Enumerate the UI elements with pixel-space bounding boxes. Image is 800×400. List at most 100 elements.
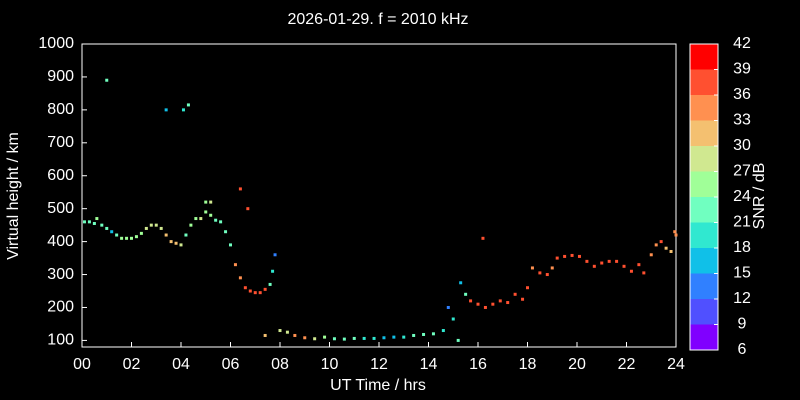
data-point: [246, 207, 250, 211]
data-point: [214, 218, 218, 222]
data-point: [209, 200, 213, 204]
data-point: [664, 246, 668, 250]
data-point: [253, 291, 257, 295]
data-point: [570, 253, 574, 257]
colorbar-segment: [690, 299, 718, 325]
data-point: [323, 335, 327, 339]
data-point: [585, 259, 589, 263]
y-tick-label: 800: [47, 101, 74, 118]
colorbar-tick-label: 27: [733, 163, 751, 180]
colorbar-tick-label: 15: [733, 265, 751, 282]
x-tick-label: 04: [172, 356, 190, 373]
data-point: [412, 333, 416, 337]
data-point: [526, 286, 529, 290]
x-tick-label: 16: [469, 356, 487, 373]
data-point: [538, 271, 542, 275]
colorbar-tick-label: 18: [733, 239, 751, 256]
data-point: [92, 221, 96, 225]
data-point: [469, 299, 473, 303]
y-tick-label: 500: [47, 200, 74, 217]
colorbar-segment: [690, 197, 718, 223]
colorbar-segment: [690, 324, 718, 350]
colorbar-segment: [690, 273, 718, 299]
colorbar-tick-label: 33: [733, 112, 751, 129]
data-point: [563, 254, 567, 258]
colorbar-tick-label: 12: [733, 290, 751, 307]
x-tick-label: 08: [271, 356, 289, 373]
data-point: [263, 333, 267, 337]
colorbar-segment: [690, 222, 718, 248]
data-point: [149, 223, 153, 227]
data-point: [189, 223, 193, 227]
colorbar-segment: [690, 146, 718, 172]
colorbar-segment: [690, 69, 718, 95]
data-point: [459, 281, 463, 285]
y-tick-label: 700: [47, 134, 74, 151]
data-point: [179, 243, 183, 247]
data-point: [204, 200, 208, 204]
colorbar-segment: [690, 120, 718, 146]
data-point: [258, 291, 262, 295]
data-point: [431, 332, 435, 336]
data-point: [545, 273, 549, 277]
data-point: [186, 103, 190, 107]
data-point: [238, 187, 242, 191]
data-point: [134, 235, 138, 239]
x-tick-label: 14: [420, 356, 438, 373]
y-tick-label: 300: [47, 266, 74, 283]
colorbar-segment: [690, 95, 718, 121]
data-point: [637, 263, 641, 267]
data-point: [303, 336, 307, 340]
data-point: [164, 108, 168, 112]
colorbar-tick-label: 6: [738, 341, 747, 358]
data-point: [204, 210, 208, 214]
data-point: [654, 243, 658, 247]
x-tick-label: 24: [667, 356, 685, 373]
colorbar-segment: [690, 248, 718, 274]
x-tick-label: 20: [568, 356, 586, 373]
data-point: [278, 329, 282, 333]
data-point: [362, 336, 366, 340]
data-point: [293, 333, 297, 337]
data-point: [194, 217, 198, 221]
data-point: [169, 240, 173, 244]
data-point: [248, 289, 252, 293]
data-point: [530, 266, 534, 270]
data-point: [181, 108, 185, 112]
data-point: [673, 230, 677, 234]
data-point: [219, 220, 223, 224]
data-point: [154, 223, 158, 227]
data-point: [464, 292, 468, 296]
data-point: [521, 297, 525, 301]
data-point: [577, 254, 581, 258]
data-point: [233, 263, 237, 267]
data-point: [199, 217, 203, 221]
data-point: [456, 338, 460, 342]
colorbar-tick-label: 30: [733, 137, 751, 154]
data-point: [105, 226, 109, 230]
data-point: [174, 241, 178, 245]
data-point: [506, 301, 510, 305]
data-point: [402, 335, 406, 339]
colorbar-tick-label: 21: [733, 214, 751, 231]
data-point: [476, 302, 480, 306]
data-point: [491, 302, 495, 306]
data-point: [607, 259, 611, 263]
data-point: [105, 78, 109, 82]
data-point: [629, 269, 633, 273]
data-point: [674, 233, 678, 237]
x-tick-label: 10: [321, 356, 339, 373]
data-point: [164, 233, 168, 237]
data-point: [483, 305, 487, 309]
x-tick-label: 00: [73, 356, 91, 373]
data-point: [446, 305, 450, 309]
data-point: [592, 264, 596, 268]
data-point: [115, 233, 119, 237]
data-point: [243, 286, 247, 290]
colorbar-segment: [690, 171, 718, 197]
data-point: [642, 271, 646, 275]
x-axis-label: UT Time / hrs: [330, 377, 426, 394]
data-point: [513, 292, 517, 296]
